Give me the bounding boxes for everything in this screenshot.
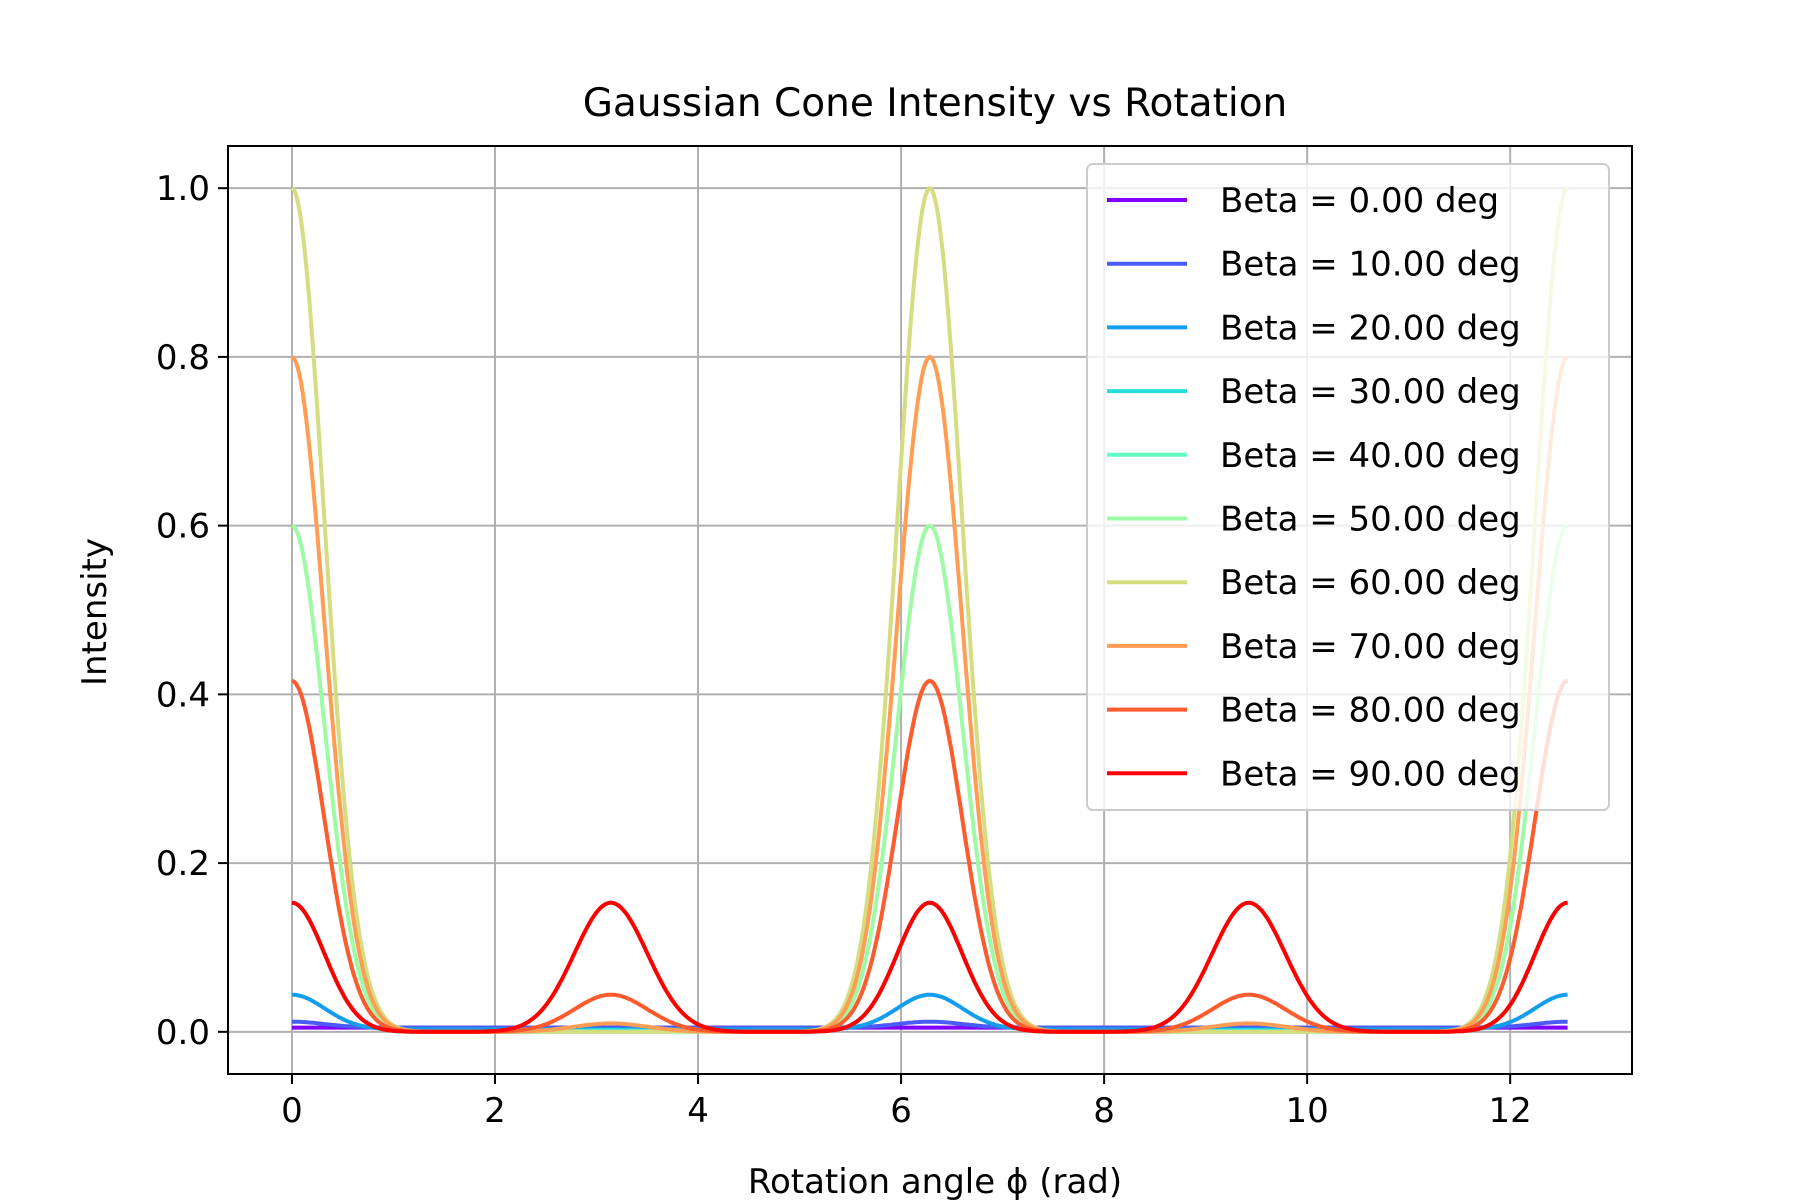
legend-label-9: Beta = 90.00 deg <box>1220 754 1521 794</box>
y-axis-ticks: 0.0 0.2 0.4 0.6 0.8 1.0 <box>156 169 228 1053</box>
legend-label-5: Beta = 50.00 deg <box>1220 500 1521 540</box>
legend-items: Beta = 0.00 deg Beta = 10.00 deg Beta = 20… <box>1107 181 1521 794</box>
legend-label-4: Beta = 40.00 deg <box>1220 436 1521 476</box>
y-tick-label-4: 0.8 <box>156 338 210 378</box>
x-tick-label-5: 10 <box>1286 1091 1329 1131</box>
y-tick-label-5: 1.0 <box>156 169 210 209</box>
legend: Beta = 0.00 deg Beta = 10.00 deg Beta = 20… <box>1086 163 1610 811</box>
chart-title: Gaussian Cone Intensity vs Rotation <box>583 81 1288 126</box>
series-lines <box>290 185 1569 1034</box>
legend-label-7: Beta = 70.00 deg <box>1220 627 1521 667</box>
y-tick-label-3: 0.6 <box>156 507 210 547</box>
legend-label-3: Beta = 30.00 deg <box>1220 372 1521 412</box>
x-tick-label-3: 6 <box>890 1091 912 1131</box>
x-tick-label-2: 4 <box>687 1091 709 1131</box>
x-axis-ticks: 0 2 4 6 8 10 12 <box>281 1074 1532 1131</box>
legend-box <box>1086 163 1610 811</box>
axes-frame <box>227 145 1633 1075</box>
x-tick-label-4: 8 <box>1093 1091 1115 1131</box>
x-tick-label-0: 0 <box>281 1091 303 1131</box>
y-tick-label-0: 0.0 <box>156 1013 210 1053</box>
y-tick-label-1: 0.2 <box>156 844 210 884</box>
x-tick-label-6: 12 <box>1489 1091 1532 1131</box>
x-tick-label-1: 2 <box>484 1091 506 1131</box>
y-tick-label-2: 0.4 <box>156 675 210 715</box>
series-line-9 <box>291 900 1568 1034</box>
legend-label-0: Beta = 0.00 deg <box>1220 181 1499 221</box>
legend-label-6: Beta = 60.00 deg <box>1220 563 1521 603</box>
legend-label-8: Beta = 80.00 deg <box>1220 691 1521 731</box>
legend-label-2: Beta = 20.00 deg <box>1220 308 1521 348</box>
legend-label-1: Beta = 10.00 deg <box>1220 245 1521 285</box>
y-axis-label: Intensity <box>75 538 115 686</box>
x-axis-label: Rotation angle ϕ (rad) <box>748 1162 1122 1200</box>
